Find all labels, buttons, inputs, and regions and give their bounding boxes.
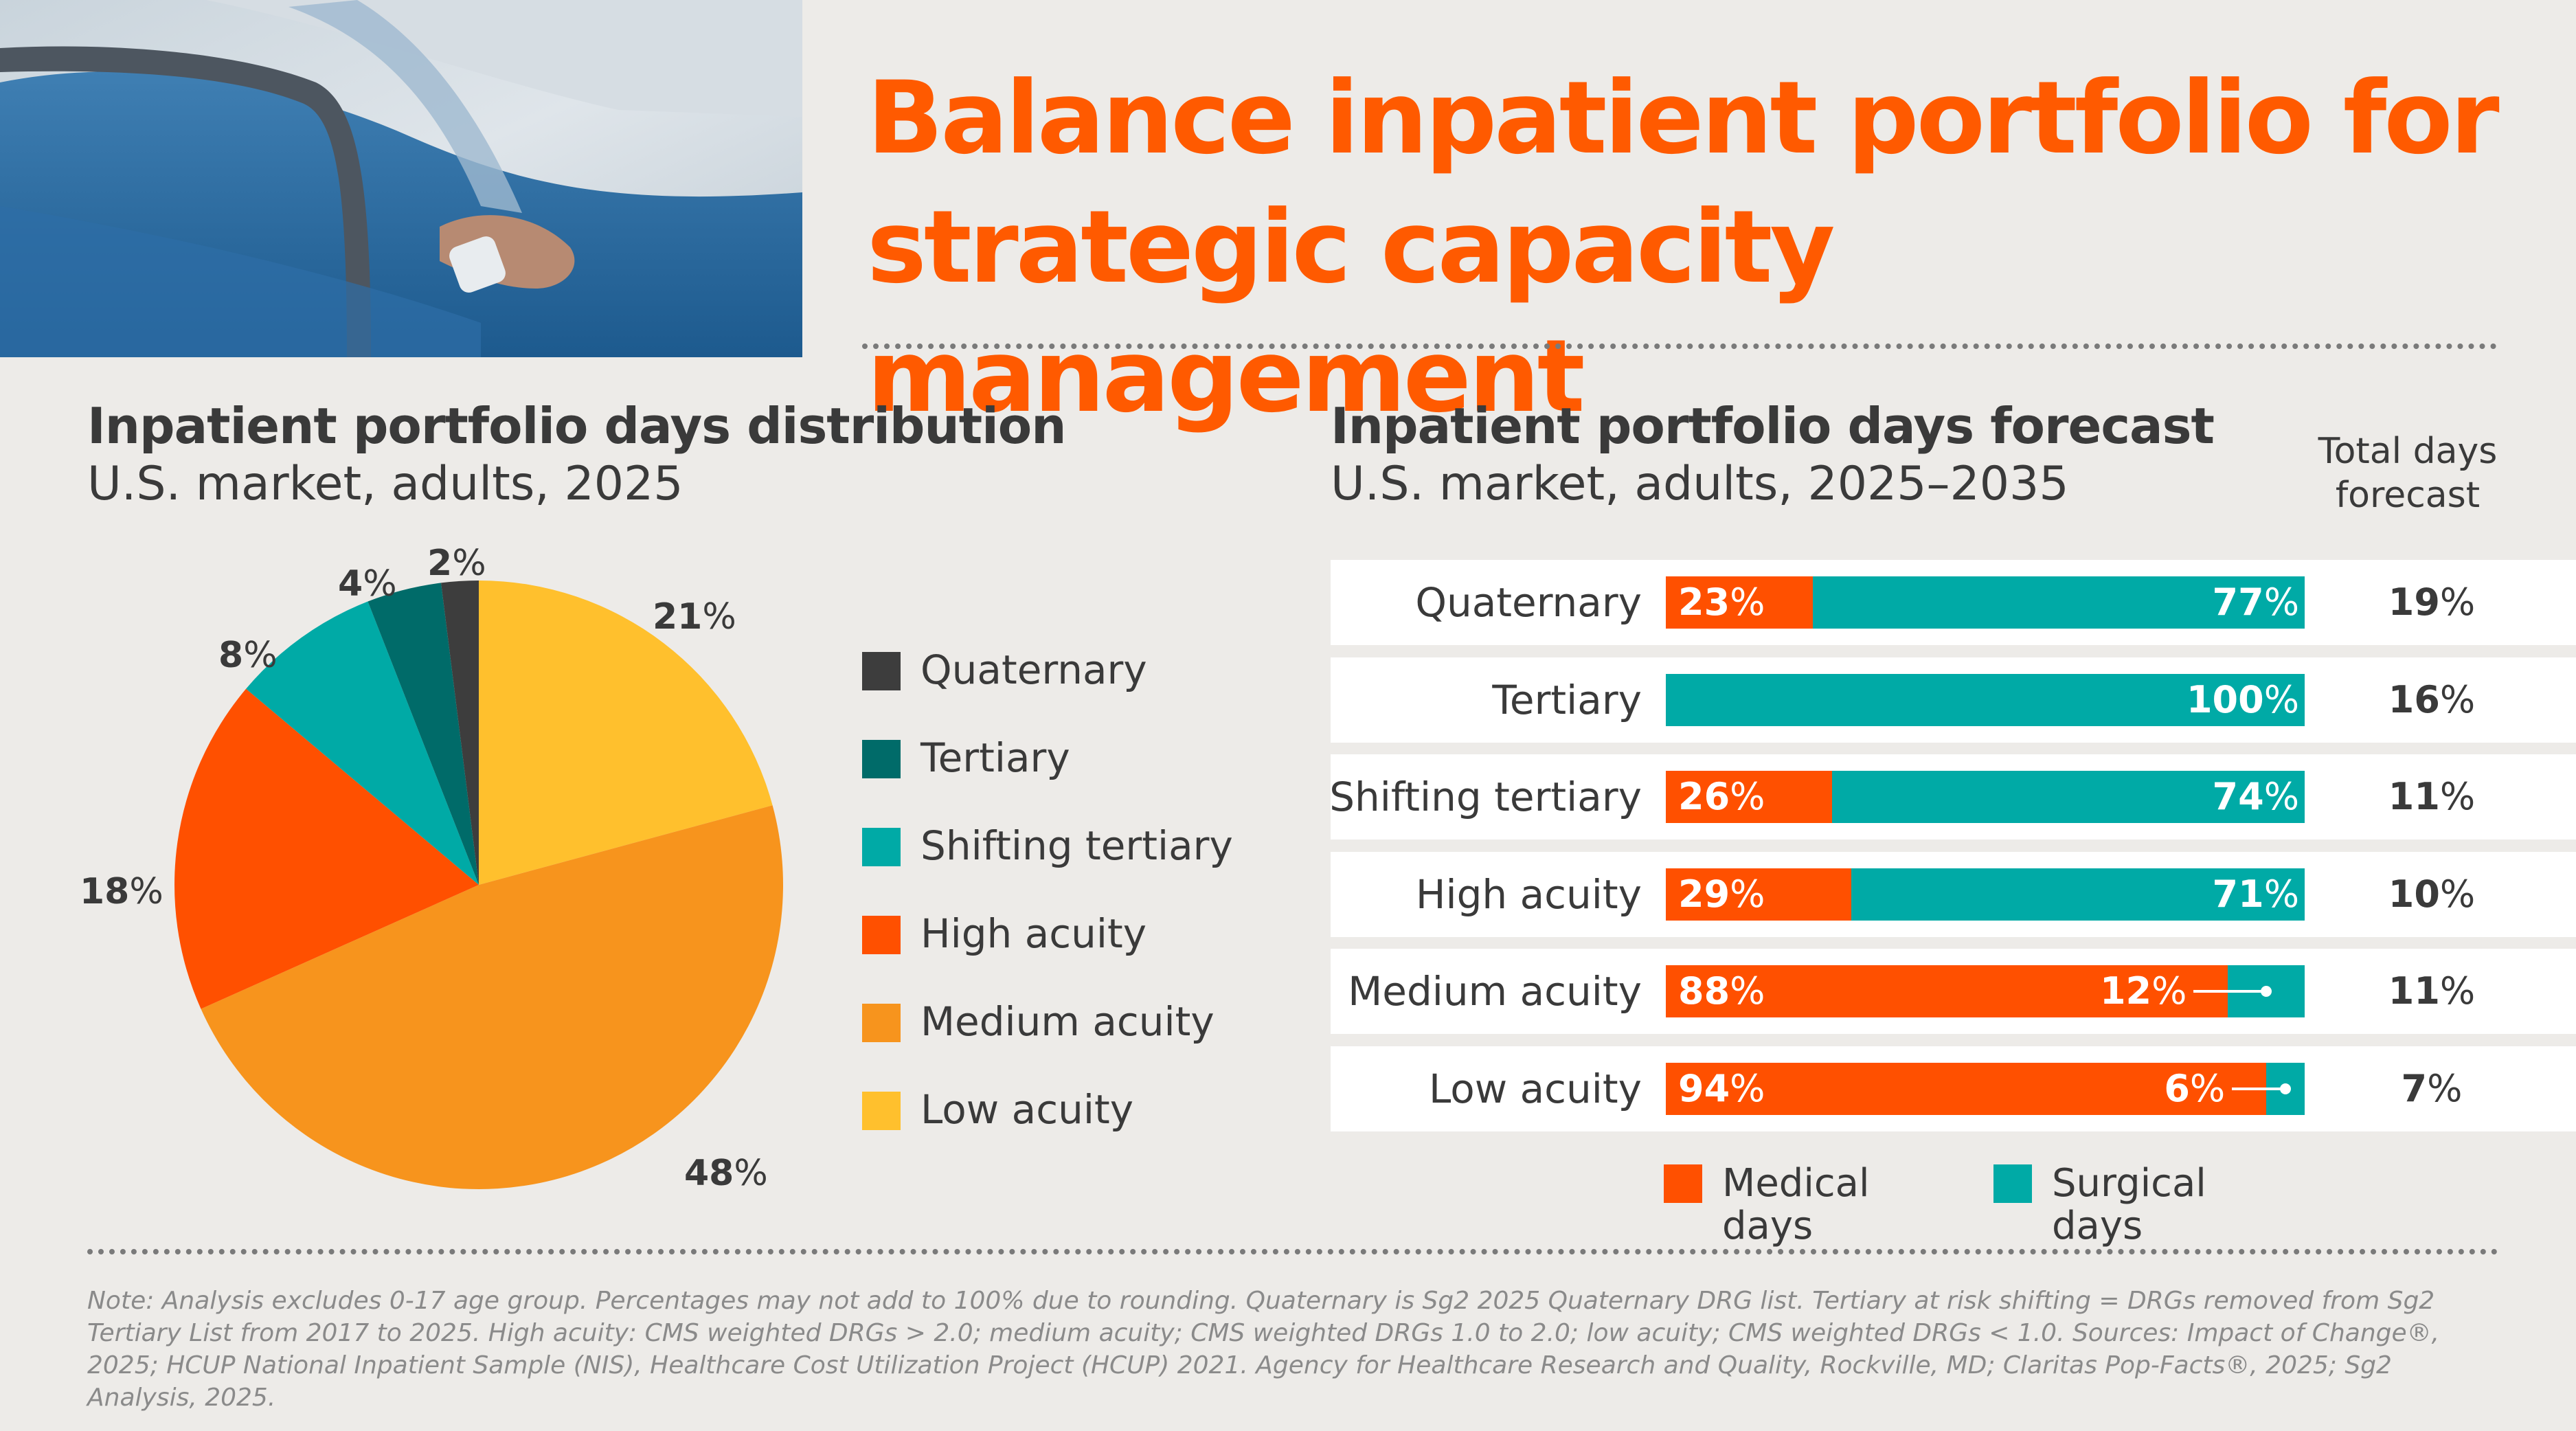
bar-segment-surgical — [1666, 673, 2305, 726]
legend-swatch — [862, 1004, 901, 1042]
bar-segment-surgical — [1831, 771, 2305, 823]
legend-swatch — [862, 916, 901, 954]
legend-label: Low acuity — [920, 1086, 1134, 1133]
total-days-header-line1: Total days — [2318, 431, 2498, 472]
bar-segment-medical — [1666, 1062, 2267, 1115]
stacked-bar-high-acuity: 29% 71% — [1666, 868, 2305, 921]
legend-swatch — [862, 652, 901, 690]
total-days-header-line2: forecast — [2335, 475, 2481, 516]
bar-label-medical: 29% — [1678, 872, 1765, 916]
bar-segment-medical — [1666, 965, 2228, 1017]
bar-category-label: Shifting tertiary — [1329, 774, 1642, 820]
forecast-subtitle: U.S. market, adults, 2025–2035 — [1331, 457, 2069, 511]
bar-label-surgical: 100% — [2186, 677, 2299, 721]
bar-label-surgical: 74% — [2212, 775, 2299, 818]
bar-segment-surgical — [1812, 576, 2305, 629]
divider-top — [862, 343, 2497, 349]
footnote: Note: Analysis excludes 0-17 age group. … — [87, 1287, 2440, 1412]
total-days-header: Total days forecast — [2287, 429, 2528, 517]
stacked-bar-medium-acuity: 88% 12% — [1666, 965, 2305, 1017]
bar-row-medium-acuity: Medium acuity 88% 12% 11% — [1331, 949, 2576, 1034]
legend-label: Shifting tertiary — [920, 822, 1233, 869]
total-days-value: 19% — [2388, 581, 2476, 624]
pie-label-high-acuity: 18% — [80, 871, 163, 912]
total-days-value: 10% — [2388, 872, 2476, 916]
pie-label-medium-acuity: 48% — [684, 1153, 768, 1194]
pie-label-tertiary: 4% — [338, 563, 397, 605]
legend-swatch — [862, 1092, 901, 1130]
bar-segment-medical — [1666, 868, 1851, 921]
total-days-value: 7% — [2401, 1066, 2463, 1110]
bar-label-surgical: 12% — [2099, 969, 2187, 1013]
bar-label-pointer — [2193, 990, 2267, 993]
legend-label: Tertiary — [920, 734, 1070, 781]
hospital-patient-photo — [0, 0, 802, 357]
total-days-value: 11% — [2388, 775, 2476, 818]
pie-slice-low-acuity — [479, 581, 773, 885]
distribution-subtitle: U.S. market, adults, 2025 — [87, 457, 683, 511]
bar-category-label: Tertiary — [1492, 676, 1642, 723]
legend-label-medical: Medical days — [1722, 1161, 1870, 1248]
bar-label-medical: 88% — [1678, 969, 1765, 1013]
pie-slice-quaternary — [441, 581, 479, 885]
distribution-title: Inpatient portfolio days distribution — [87, 397, 1067, 455]
stacked-bar-quaternary: 23% 77% — [1666, 576, 2305, 629]
legend-label-surgical: Surgical days — [2052, 1161, 2206, 1248]
bar-row-shifting-tertiary: Shifting tertiary 26% 74% 11% — [1329, 754, 2576, 840]
bar-label-surgical: 6% — [2164, 1066, 2226, 1110]
pie-label-shifting-tertiary: 8% — [218, 635, 278, 676]
legend-label: High acuity — [920, 910, 1147, 957]
bar-label-pointer — [2232, 1087, 2286, 1090]
bar-segment-medical — [1666, 576, 1813, 629]
photo-illustration-icon — [0, 0, 802, 357]
bar-segment-medical — [1666, 771, 1832, 823]
pie-label-quaternary: 2% — [427, 543, 486, 584]
total-days-value: 11% — [2388, 969, 2476, 1013]
stacked-bar-low-acuity: 94% 6% — [1666, 1062, 2305, 1115]
legend-swatch — [862, 828, 901, 866]
bar-label-pointer-dot — [2280, 1083, 2292, 1094]
stacked-bar-shifting-tertiary: 26% 74% — [1666, 771, 2305, 823]
pie-label-low-acuity: 21% — [653, 596, 736, 638]
bar-row-low-acuity: Low acuity 94% 6% 7% — [1331, 1046, 2576, 1131]
bar-category-label: Quaternary — [1415, 579, 1642, 626]
legend-swatch-medical — [1664, 1164, 1702, 1203]
stacked-bar-tertiary: 100% — [1666, 673, 2305, 726]
pie-slice-medium-acuity — [201, 805, 783, 1189]
bar-label-surgical: 77% — [2212, 581, 2299, 624]
bar-category-label: High acuity — [1415, 870, 1642, 918]
legend-swatch — [862, 740, 901, 778]
pie-slice-tertiary — [368, 583, 479, 885]
bar-category-label: Medium acuity — [1348, 968, 1642, 1015]
page-title: Balance inpatient portfolio for strategi… — [867, 60, 2500, 435]
bar-label-surgical: 71% — [2212, 872, 2299, 916]
legend-label: Medium acuity — [920, 998, 1214, 1045]
bar-label-medical: 26% — [1678, 775, 1765, 818]
legend-swatch-surgical — [1993, 1164, 2032, 1203]
bar-category-label: Low acuity — [1428, 1065, 1642, 1112]
divider-bottom — [87, 1249, 2498, 1254]
bar-row-tertiary: Tertiary 100% 16% — [1331, 657, 2576, 743]
bar-row-quaternary: Quaternary 23% 77% 19% — [1331, 560, 2576, 645]
bar-label-medical: 23% — [1678, 581, 1765, 624]
pie-slice-shifting-tertiary — [246, 601, 479, 885]
distribution-pie-chart — [174, 581, 783, 1189]
legend-label: Quaternary — [920, 646, 1147, 693]
bar-label-medical: 94% — [1678, 1066, 1765, 1110]
forecast-title: Inpatient portfolio days forecast — [1331, 397, 2215, 455]
bar-label-pointer-dot — [2261, 986, 2272, 997]
bar-row-high-acuity: High acuity 29% 71% 10% — [1331, 851, 2576, 937]
pie-slice-high-acuity — [174, 688, 479, 1009]
bar-segment-surgical — [1851, 868, 2305, 921]
total-days-value: 16% — [2388, 677, 2476, 721]
